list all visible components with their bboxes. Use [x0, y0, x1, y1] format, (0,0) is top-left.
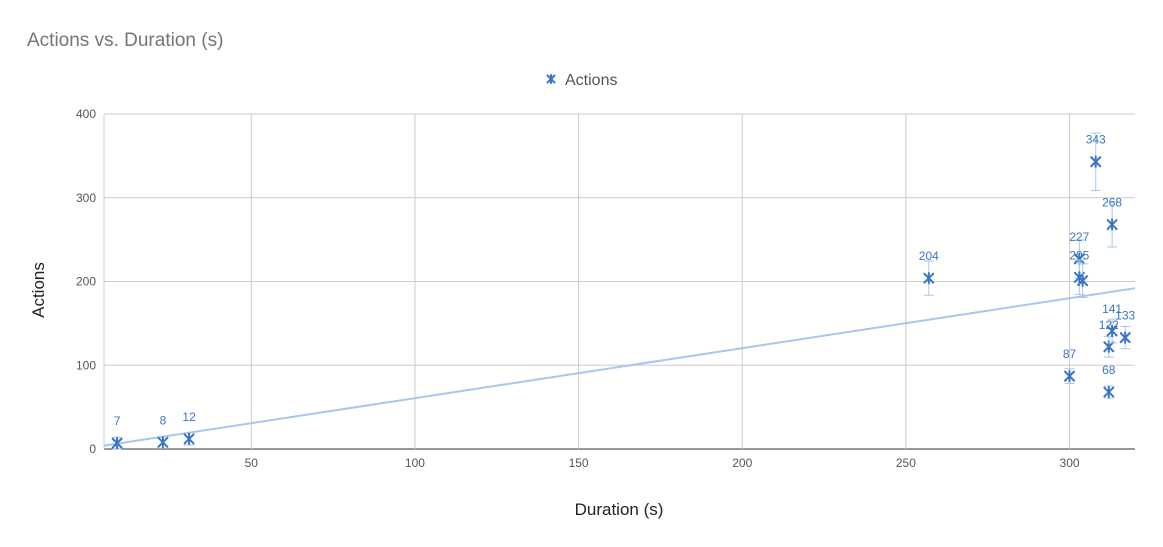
data-label: 7 — [114, 414, 121, 428]
y-tick-label: 0 — [89, 442, 96, 456]
data-label: 343 — [1086, 133, 1106, 147]
y-tick-label: 100 — [76, 358, 96, 372]
data-label: 204 — [919, 249, 939, 263]
gridlines — [103, 113, 1135, 450]
x-axis-title: Duration (s) — [575, 500, 664, 519]
data-point — [1106, 324, 1118, 338]
data-point — [157, 436, 169, 449]
legend-marker-icon — [546, 73, 556, 85]
x-tick-label: 300 — [1060, 456, 1080, 470]
data-point — [1103, 385, 1115, 399]
data-point — [1106, 218, 1118, 231]
legend[interactable]: Actions — [546, 72, 618, 89]
data-points — [111, 132, 1131, 450]
legend-label: Actions — [565, 72, 617, 89]
data-point — [1077, 274, 1089, 287]
data-point — [1064, 369, 1076, 383]
x-tick-label: 100 — [405, 456, 425, 470]
y-tick-label: 200 — [76, 275, 96, 289]
data-point — [1103, 340, 1115, 353]
data-label: 141 — [1102, 302, 1122, 316]
data-point — [1090, 155, 1102, 168]
x-tick-label: 250 — [896, 456, 916, 470]
data-label: 268 — [1102, 196, 1122, 210]
x-tick-label: 200 — [732, 456, 752, 470]
data-label: 87 — [1063, 347, 1077, 361]
data-label: 68 — [1102, 363, 1116, 377]
x-tick-label: 50 — [245, 456, 259, 470]
data-label: 133 — [1115, 309, 1135, 323]
data-label: 227 — [1069, 230, 1089, 244]
trendline-line — [103, 287, 1136, 447]
legend-marker-shape — [546, 73, 556, 85]
data-label: 8 — [160, 413, 167, 427]
data-point — [923, 271, 935, 285]
chart-title: Actions vs. Duration (s) — [27, 30, 223, 51]
y-axis-title: Actions — [29, 262, 48, 318]
data-label: 12 — [182, 410, 196, 424]
data-label: 122 — [1099, 318, 1119, 332]
data-point — [183, 432, 195, 446]
data-label: 205 — [1069, 248, 1089, 262]
data-labels: 7 8 12 204 87 227 205 343 122 68 141 268 133 — [114, 133, 1136, 428]
trendline — [103, 287, 1136, 447]
tick-labels: 0 100 200 300 400 50 100 150 200 250 300 — [76, 107, 1080, 470]
x-tick-label: 150 — [569, 456, 589, 470]
y-tick-label: 400 — [76, 107, 96, 121]
data-point — [111, 436, 123, 450]
y-tick-label: 300 — [76, 191, 96, 205]
data-point — [1119, 331, 1131, 344]
